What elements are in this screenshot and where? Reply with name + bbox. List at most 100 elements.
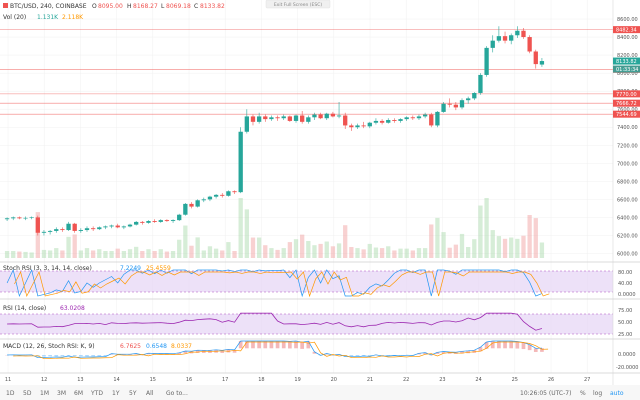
volume-bar: [90, 250, 96, 258]
candle-body: [459, 100, 465, 108]
time-axis[interactable]: 11 12 13 14 15 16 17 18 19 20 21 22 23 24 25 26 27: [5, 377, 591, 383]
macd-histogram-bar: [288, 341, 292, 349]
time-tick: 11: [5, 377, 11, 383]
volume-bar: [103, 251, 108, 258]
range-button[interactable]: YTD: [90, 390, 103, 397]
candle-body: [281, 116, 286, 119]
price-tag-bg: [613, 26, 640, 34]
volume-bar: [140, 251, 145, 258]
volume-bar: [318, 243, 323, 258]
range-button[interactable]: 6M: [74, 390, 83, 397]
time-tick: 27: [584, 377, 590, 383]
macd-value-3: 8.0337: [171, 343, 192, 350]
volume-bar: [201, 250, 206, 258]
candle-body: [103, 226, 108, 228]
macd-histogram-bar: [109, 353, 114, 355]
candle-body: [66, 223, 71, 231]
range-button[interactable]: 5D: [23, 390, 32, 397]
ohlc-close: 8133.82: [200, 3, 225, 10]
rsi-value: 63.0208: [60, 305, 85, 312]
candle-body: [127, 224, 133, 227]
clock-label: 10:26:05 (UTC-7): [520, 390, 571, 397]
stoch-band: [0, 271, 613, 292]
price-tick: 6600.00: [617, 197, 638, 203]
ohlc-open: 8095.00: [98, 3, 123, 10]
exit-fullscreen-button[interactable]: Exit Full Screen (ESC): [265, 0, 331, 9]
range-button[interactable]: All: [146, 390, 154, 397]
log-toggle[interactable]: log: [593, 390, 602, 397]
volume-bar: [4, 251, 10, 258]
price-tick: 7000.00: [617, 161, 638, 167]
candle-body: [47, 230, 53, 232]
macd-histogram-bar: [324, 353, 329, 355]
time-tick: 14: [113, 377, 119, 383]
candle-body: [60, 229, 65, 231]
candle-body: [392, 120, 397, 121]
range-button[interactable]: 3M: [57, 390, 66, 397]
volume-bar: [269, 248, 274, 258]
candle-body: [324, 113, 329, 119]
volume-bar: [435, 217, 440, 258]
candle-body: [539, 61, 545, 65]
volume-bar: [330, 246, 336, 258]
candle-body: [441, 103, 446, 112]
candle-body: [207, 196, 213, 200]
stoch-tick-80: 80.00: [618, 270, 632, 276]
candle-body: [312, 114, 317, 118]
macd-histogram-bar: [54, 355, 59, 357]
macd-histogram-bar: [367, 355, 372, 356]
macd-value-1: 6.7625: [120, 343, 141, 350]
macd-histogram-bar: [423, 352, 427, 355]
candle-body: [146, 221, 151, 223]
candle-body: [164, 220, 170, 222]
macd-histogram-bar: [509, 341, 514, 349]
volume-bar: [244, 209, 249, 258]
macd-tick-neg20: -20.0000: [616, 365, 638, 371]
candle-body: [533, 51, 538, 65]
volume-bar: [263, 245, 268, 258]
candles: [4, 26, 545, 236]
price-axis[interactable]: 8600.008400.008200.008000.007800.007600.…: [617, 17, 638, 257]
volume-bar: [392, 250, 397, 258]
macd-tick-0: 0.0000: [618, 352, 636, 358]
volume-bar: [367, 243, 372, 258]
time-tick: 26: [548, 377, 554, 383]
volume-bar: [306, 241, 311, 258]
price-tags: 8482.348133.828042.527770.007666.727544.…: [613, 26, 640, 118]
candle-body: [416, 116, 422, 119]
macd-histogram-bar: [441, 351, 446, 354]
goto-button[interactable]: Go to...: [166, 390, 188, 397]
volume-bar: [343, 225, 348, 258]
volume-bar: [349, 247, 354, 258]
candle-body: [220, 194, 225, 196]
auto-toggle[interactable]: auto: [610, 390, 624, 397]
volume-bar: [170, 251, 176, 258]
rsi-tick-50: 50.00: [618, 320, 632, 326]
volume-bar: [78, 250, 83, 258]
range-button[interactable]: 5Y: [129, 390, 137, 397]
range-button[interactable]: 1Y: [112, 390, 120, 397]
rsi-tick-25: 25.00: [618, 332, 632, 338]
volume-bar: [195, 237, 200, 258]
symbol-icon: [3, 3, 8, 8]
volume-bar: [422, 248, 428, 258]
range-button[interactable]: 1D: [6, 390, 15, 397]
price-tag-label: 7770.00: [616, 92, 637, 98]
candle-body: [121, 226, 127, 228]
candle-body: [158, 220, 163, 222]
rsi-line: [7, 312, 543, 331]
exit-fullscreen-bg: [265, 0, 331, 9]
volume-bar: [250, 237, 256, 258]
macd-histogram-bar: [447, 352, 452, 354]
range-button[interactable]: 1M: [40, 390, 49, 397]
time-tick: 23: [439, 377, 445, 383]
volume-value-1: 1.131K: [37, 14, 59, 21]
macd-histogram-bar: [165, 353, 169, 355]
volume-bar: [453, 244, 459, 258]
volume-bar: [226, 242, 231, 258]
percent-toggle[interactable]: %: [580, 390, 586, 397]
volume-bar: [281, 248, 286, 258]
candle-body: [275, 117, 280, 119]
volume-bar: [189, 245, 194, 258]
